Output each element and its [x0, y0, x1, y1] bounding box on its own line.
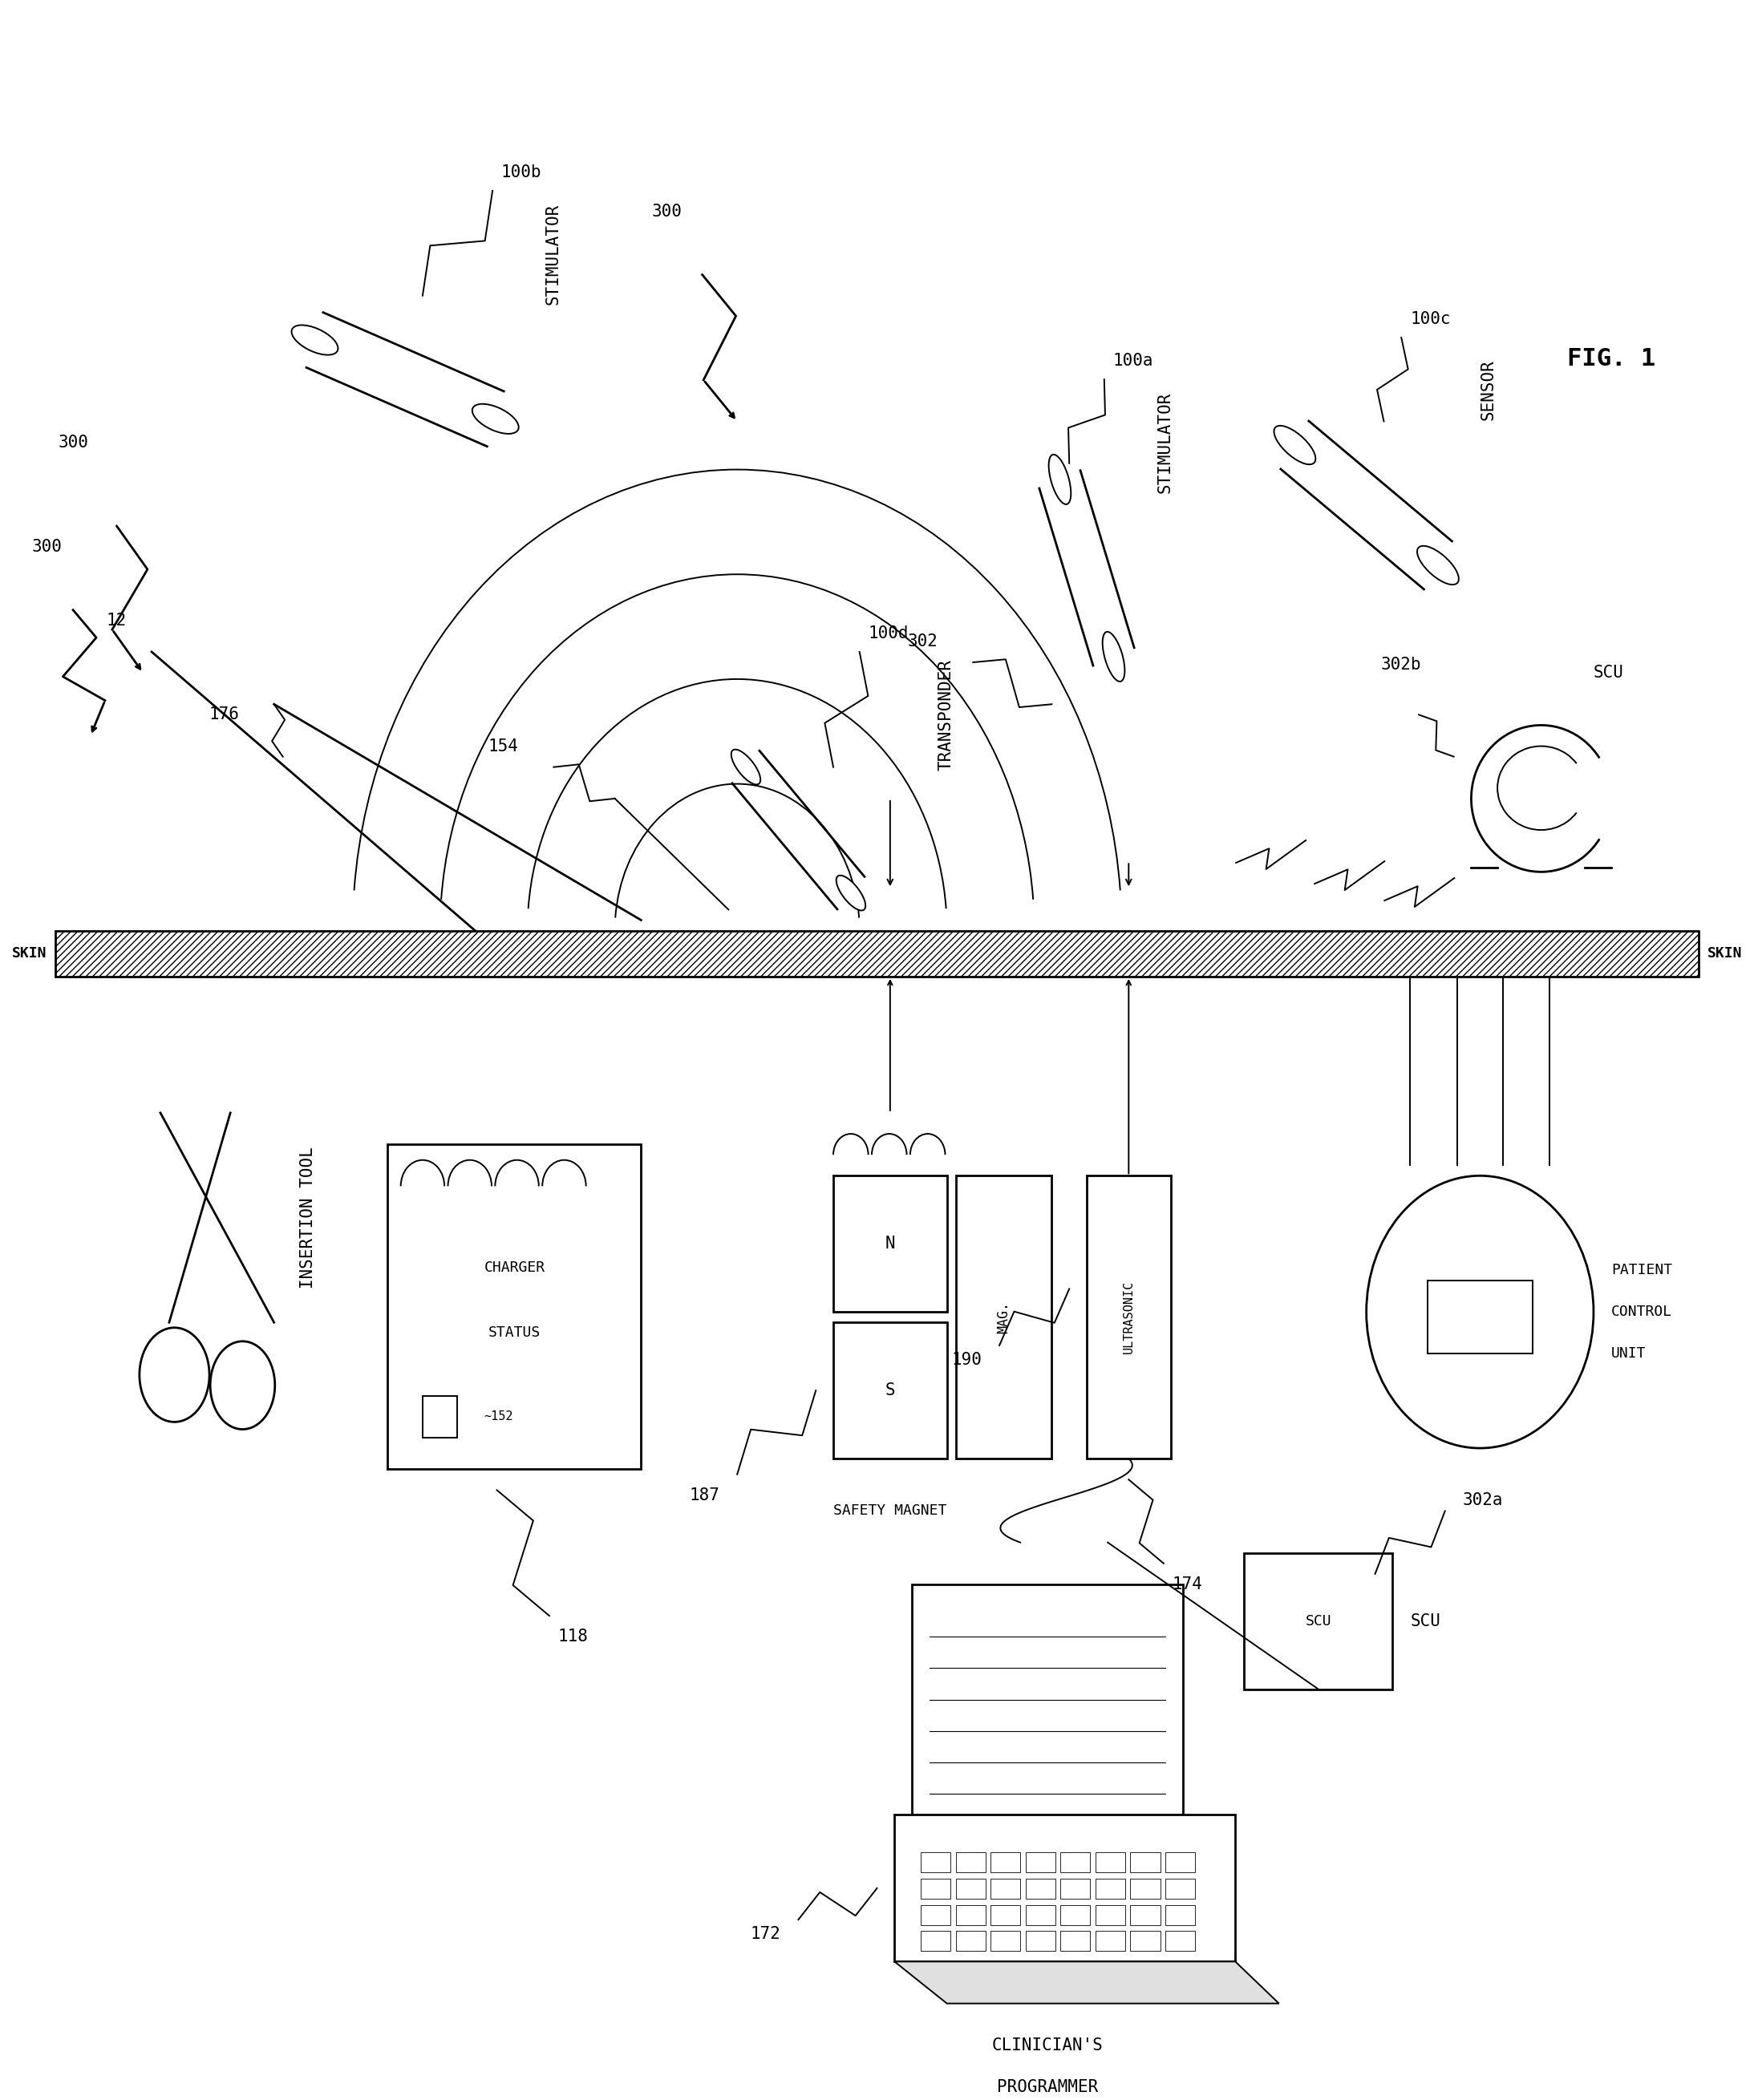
Bar — [956, 1176, 1052, 1460]
Text: STATUS: STATUS — [488, 1325, 540, 1340]
Bar — [388, 1144, 640, 1470]
Text: 302a: 302a — [1463, 1493, 1503, 1508]
Bar — [1165, 1852, 1194, 1873]
Bar — [1026, 1932, 1056, 1951]
Bar — [1026, 1880, 1056, 1898]
Polygon shape — [912, 1583, 1182, 1814]
Text: SCU: SCU — [1305, 1613, 1331, 1628]
Text: 100a: 100a — [1114, 353, 1154, 370]
Bar — [833, 1323, 947, 1460]
Bar — [1130, 1905, 1159, 1926]
Text: ~152: ~152 — [484, 1411, 512, 1422]
Text: FIG. 1: FIG. 1 — [1566, 347, 1656, 370]
Bar — [423, 1396, 458, 1439]
Text: CLINICIAN'S: CLINICIAN'S — [991, 2037, 1103, 2054]
Text: 174: 174 — [1172, 1577, 1203, 1592]
Ellipse shape — [1417, 546, 1459, 584]
Bar — [1061, 1932, 1091, 1951]
Bar — [1165, 1905, 1194, 1926]
Bar — [56, 930, 1698, 977]
Text: CHARGER: CHARGER — [484, 1260, 545, 1275]
Text: 300: 300 — [58, 435, 88, 449]
Bar — [1026, 1905, 1056, 1926]
Text: 100c: 100c — [1410, 311, 1451, 328]
Bar — [991, 1932, 1021, 1951]
Text: UNIT: UNIT — [1612, 1346, 1645, 1361]
Bar — [1061, 1880, 1091, 1898]
Bar — [1130, 1852, 1159, 1873]
Bar — [1096, 1880, 1124, 1898]
Text: N: N — [886, 1235, 895, 1252]
Polygon shape — [895, 1961, 1279, 2003]
Ellipse shape — [1273, 426, 1316, 464]
Bar — [1096, 1905, 1124, 1926]
Bar — [1087, 1176, 1170, 1460]
Bar — [956, 1932, 986, 1951]
Text: 187: 187 — [689, 1487, 719, 1504]
Text: 302: 302 — [909, 634, 938, 649]
Bar — [833, 1176, 947, 1312]
Text: TRANSPONDER: TRANSPONDER — [938, 659, 954, 771]
Text: MAG.: MAG. — [996, 1302, 1010, 1334]
Bar — [956, 1852, 986, 1873]
Bar — [1096, 1852, 1124, 1873]
Bar — [991, 1905, 1021, 1926]
Bar — [1428, 1281, 1533, 1355]
Ellipse shape — [291, 326, 339, 355]
Bar — [921, 1905, 951, 1926]
Bar — [1165, 1932, 1194, 1951]
Text: SKIN: SKIN — [12, 947, 47, 962]
Bar — [956, 1905, 986, 1926]
Text: SAFETY MAGNET: SAFETY MAGNET — [833, 1504, 947, 1518]
Text: 12: 12 — [107, 613, 126, 628]
Ellipse shape — [731, 750, 761, 785]
Text: INSERTION TOOL: INSERTION TOOL — [300, 1147, 316, 1289]
Text: SKIN: SKIN — [1707, 947, 1742, 962]
Bar — [1165, 1880, 1194, 1898]
Bar — [921, 1880, 951, 1898]
Ellipse shape — [837, 876, 865, 911]
Bar — [991, 1852, 1021, 1873]
Text: SENSOR: SENSOR — [1480, 359, 1496, 420]
Text: 154: 154 — [488, 737, 519, 754]
Bar — [921, 1852, 951, 1873]
Text: 190: 190 — [951, 1352, 982, 1367]
Bar — [1130, 1932, 1159, 1951]
Ellipse shape — [140, 1327, 209, 1422]
Bar — [1061, 1905, 1091, 1926]
Ellipse shape — [1049, 454, 1072, 504]
Text: 172: 172 — [751, 1926, 781, 1943]
Text: STIMULATOR: STIMULATOR — [1156, 393, 1173, 493]
Text: CONTROL: CONTROL — [1612, 1304, 1672, 1319]
Text: 302b: 302b — [1380, 657, 1421, 672]
Bar — [1130, 1880, 1159, 1898]
Text: 100b: 100b — [502, 164, 542, 181]
Ellipse shape — [472, 403, 519, 435]
Text: STIMULATOR: STIMULATOR — [545, 204, 561, 304]
Bar — [921, 1932, 951, 1951]
Text: 176: 176 — [209, 708, 239, 722]
Text: 300: 300 — [32, 540, 61, 554]
Bar — [1244, 1552, 1393, 1688]
Text: SCU: SCU — [1594, 666, 1624, 680]
Text: 300: 300 — [652, 204, 682, 220]
Text: PROGRAMMER: PROGRAMMER — [996, 2079, 1098, 2096]
Ellipse shape — [1103, 632, 1124, 683]
Bar — [1026, 1852, 1056, 1873]
Bar — [1096, 1932, 1124, 1951]
Bar — [991, 1880, 1021, 1898]
Text: S: S — [886, 1382, 895, 1399]
Ellipse shape — [210, 1342, 275, 1430]
Bar — [956, 1880, 986, 1898]
Bar — [1061, 1852, 1091, 1873]
Text: ULTRASONIC: ULTRASONIC — [1123, 1281, 1135, 1355]
Text: PATIENT: PATIENT — [1612, 1262, 1672, 1277]
Polygon shape — [895, 1814, 1235, 1961]
Text: 100d: 100d — [868, 626, 909, 640]
Text: 118: 118 — [558, 1630, 588, 1644]
Text: SCU: SCU — [1410, 1613, 1440, 1630]
